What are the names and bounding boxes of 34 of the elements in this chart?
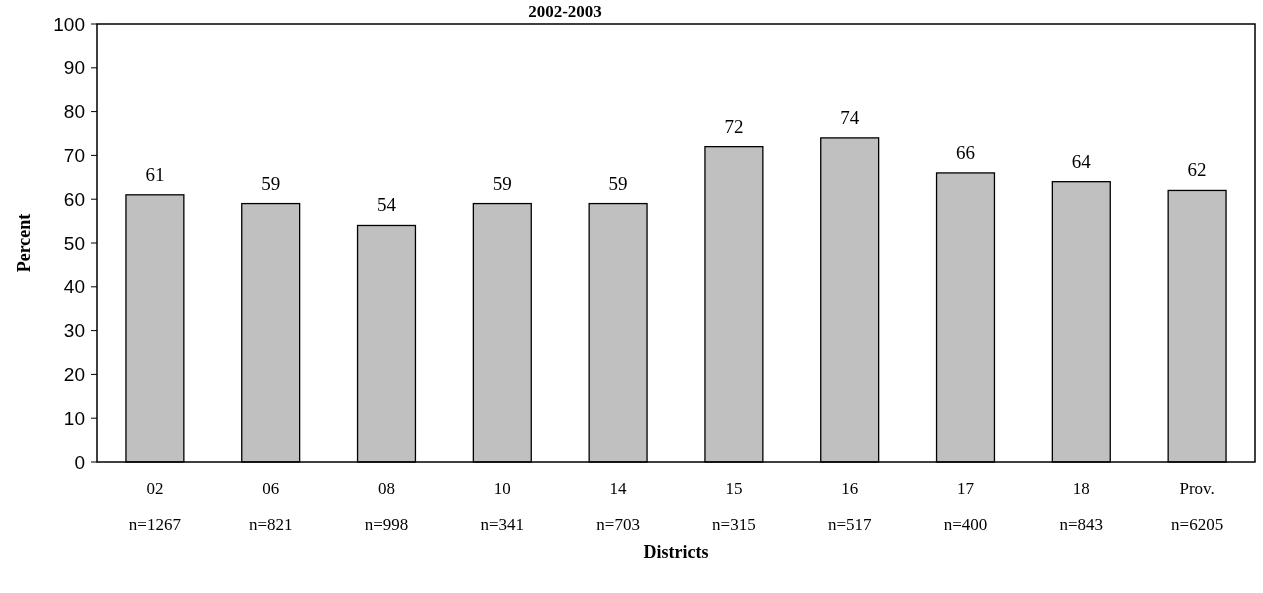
x-tick-label: 14 n=703 xyxy=(596,479,640,534)
data-label: 62 xyxy=(1187,159,1207,181)
y-tick-label: 30 xyxy=(63,320,85,342)
data-label: 66 xyxy=(956,141,975,163)
y-tick-label: 0 xyxy=(74,451,85,473)
x-tick-label: 06 n=821 xyxy=(248,479,293,534)
x-tick-label: 15 n=315 xyxy=(712,479,756,534)
y-tick-label: 70 xyxy=(63,145,85,167)
y-tick-label: 20 xyxy=(63,364,85,386)
x-tick-label: 17 n=400 xyxy=(943,479,988,534)
data-label: 54 xyxy=(377,194,397,216)
data-label: 59 xyxy=(608,172,628,194)
x-tick-label: 10 n=341 xyxy=(480,479,525,534)
x-tick-label: 08 n=998 xyxy=(364,479,409,534)
x-tick-label: 18 n=843 xyxy=(1059,479,1104,534)
y-tick-label: 40 xyxy=(63,276,85,298)
y-tick-label: 80 xyxy=(63,101,85,123)
data-label: 59 xyxy=(492,172,512,194)
x-tick-label: Prov. n=6205 xyxy=(1171,479,1224,534)
x-axis-title: Districts xyxy=(643,542,709,562)
y-tick-label: 10 xyxy=(63,407,85,429)
data-label: 61 xyxy=(145,163,165,185)
x-tick-label: 16 n=517 xyxy=(827,479,872,534)
y-tick-label: 50 xyxy=(63,232,85,254)
y-tick-label: 60 xyxy=(63,188,85,210)
data-label: 74 xyxy=(840,106,860,128)
y-tick-label: 90 xyxy=(63,57,85,79)
chart-title: 2002-2003 xyxy=(528,2,602,21)
y-tick-label: 100 xyxy=(53,13,85,35)
data-label: 59 xyxy=(261,172,281,194)
data-label: 72 xyxy=(724,115,744,137)
data-label: 64 xyxy=(1071,150,1092,172)
x-tick-label: 02 n=1267 xyxy=(128,479,182,534)
y-axis-title: Percent xyxy=(14,213,34,273)
